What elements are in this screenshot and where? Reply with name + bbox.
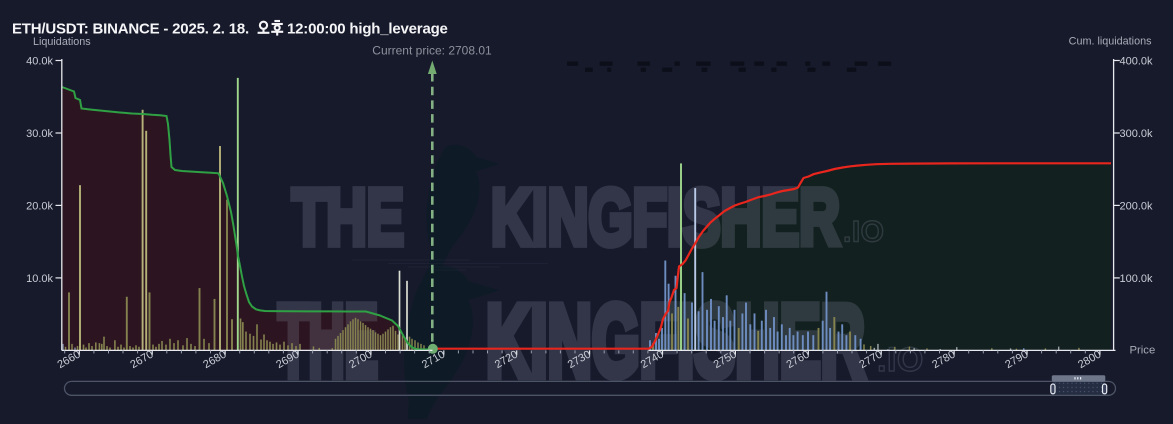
svg-text:12:00:00 high_leverage: 12:00:00 high_leverage — [287, 21, 448, 38]
svg-text:ETH/USDT: BINANCE - 2025. 2. 1: ETH/USDT: BINANCE - 2025. 2. 18. — [12, 21, 249, 38]
svg-text:KINGFISHER: KINGFISHER — [491, 173, 840, 262]
svg-text:Price: Price — [1130, 345, 1156, 357]
svg-text:400.0k: 400.0k — [1120, 55, 1154, 67]
svg-text:20.0k: 20.0k — [26, 200, 53, 212]
svg-text:10.0k: 10.0k — [26, 273, 53, 285]
svg-text:THE: THE — [292, 173, 404, 262]
svg-text:40.0k: 40.0k — [26, 55, 53, 67]
svg-text:200.0k: 200.0k — [1120, 200, 1154, 212]
svg-text:Current price: 2708.01: Current price: 2708.01 — [372, 44, 492, 58]
svg-text:300.0k: 300.0k — [1120, 128, 1154, 140]
svg-text:.IO: .IO — [877, 341, 924, 379]
svg-text:.IO: .IO — [843, 216, 885, 249]
svg-text:Liquidations: Liquidations — [33, 36, 91, 48]
svg-text:30.0k: 30.0k — [26, 128, 53, 140]
svg-text:100.0k: 100.0k — [1120, 273, 1154, 285]
svg-text:Cum. liquidations: Cum. liquidations — [1069, 36, 1152, 48]
